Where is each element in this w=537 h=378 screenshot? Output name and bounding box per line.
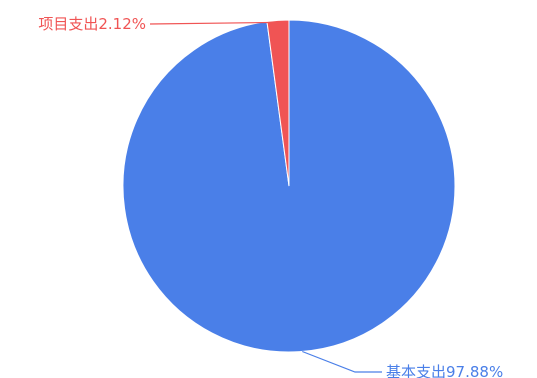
pie-labels: 项目支出2.12% 基本支出97.88% — [38, 15, 503, 378]
label-project-expenditure: 项目支出2.12% — [38, 15, 146, 33]
pie-slices — [122, 19, 456, 353]
leader-line-basic-expenditure — [302, 350, 382, 373]
leader-line-project-expenditure — [149, 21, 279, 25]
pie-slice-project-expenditure — [266, 19, 290, 187]
label-basic-expenditure: 基本支出97.88% — [386, 363, 503, 378]
